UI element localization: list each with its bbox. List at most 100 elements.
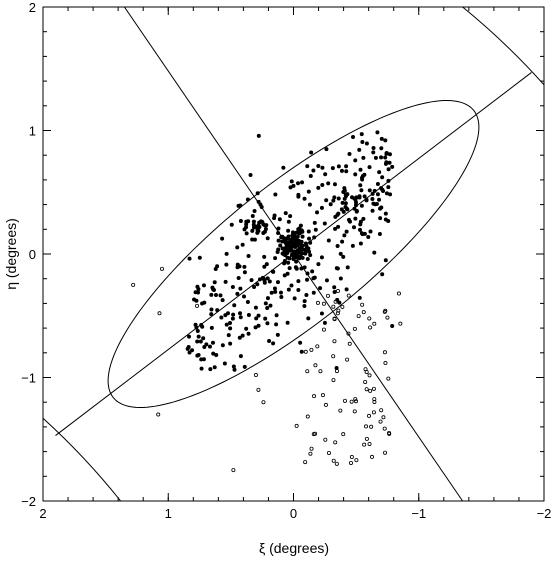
filled-point [304, 293, 309, 298]
open-point [331, 354, 336, 359]
open-point [331, 304, 336, 309]
y-tick-label: 1 [29, 124, 36, 139]
filled-point [209, 292, 214, 297]
open-point [372, 399, 377, 404]
open-point [354, 458, 359, 463]
open-point [303, 349, 308, 354]
filled-point [335, 212, 340, 217]
open-point [360, 302, 365, 307]
open-point [367, 441, 372, 446]
open-point [332, 316, 337, 321]
filled-point [328, 202, 333, 207]
filled-point [278, 290, 283, 295]
filled-point [344, 229, 349, 234]
filled-point [370, 191, 375, 196]
filled-point [311, 290, 316, 295]
open-point [364, 436, 369, 441]
filled-point [209, 325, 214, 330]
filled-point [340, 239, 345, 244]
filled-point [209, 307, 214, 312]
open-point [347, 341, 352, 346]
filled-point [237, 335, 242, 340]
filled-point [245, 197, 250, 202]
open-point [367, 316, 372, 321]
filled-point [286, 260, 291, 265]
filled-point [362, 231, 367, 236]
filled-point [306, 189, 311, 194]
filled-point [359, 203, 364, 208]
filled-point [364, 198, 369, 203]
filled-point [388, 192, 393, 197]
filled-point [263, 301, 268, 306]
filled-point [370, 208, 375, 213]
filled-point [383, 258, 388, 263]
filled-point [358, 227, 363, 232]
filled-point [360, 174, 365, 179]
filled-point [359, 231, 364, 236]
filled-point [345, 265, 350, 270]
filled-point [358, 183, 363, 188]
filled-point [242, 364, 247, 369]
filled-point [250, 237, 255, 242]
filled-point [326, 181, 331, 186]
filled-point [366, 234, 371, 239]
filled-point [297, 226, 302, 231]
filled-point [238, 219, 243, 224]
filled-point [375, 130, 380, 135]
x-tick-label: −1 [411, 506, 426, 521]
filled-point [380, 187, 385, 192]
filled-point [289, 243, 294, 248]
filled-point [238, 315, 243, 320]
open-point [256, 387, 261, 392]
filled-point [370, 197, 375, 202]
filled-point [286, 228, 291, 233]
filled-point [379, 146, 384, 151]
filled-point [273, 289, 278, 294]
filled-point [322, 320, 327, 325]
filled-point [293, 255, 298, 260]
open-point [383, 361, 388, 366]
filled-point [265, 296, 270, 301]
filled-point [251, 219, 256, 224]
filled-point [235, 291, 240, 296]
ellipse [107, 99, 480, 409]
filled-point [260, 220, 265, 225]
open-point [231, 468, 236, 473]
outer-curve [462, 6, 545, 86]
filled-point [298, 340, 303, 345]
filled-point [264, 262, 269, 267]
filled-point [226, 333, 231, 338]
open-point [294, 423, 299, 428]
open-point [362, 442, 367, 447]
open-point [261, 400, 266, 405]
open-point [367, 413, 372, 418]
open-point [340, 304, 345, 309]
filled-point [190, 348, 195, 353]
filled-point [187, 256, 192, 261]
y-tick-label: −1 [21, 371, 36, 386]
filled-point [196, 353, 201, 358]
open-point [342, 398, 347, 403]
open-point [385, 315, 390, 320]
filled-point [263, 227, 268, 232]
filled-point [274, 313, 279, 318]
filled-point [256, 199, 261, 204]
filled-point [240, 242, 245, 247]
filled-point [276, 226, 281, 231]
filled-point [265, 276, 270, 281]
filled-point [195, 339, 200, 344]
open-point [396, 291, 401, 296]
filled-point [295, 234, 300, 239]
filled-point [336, 224, 341, 229]
filled-point [198, 339, 203, 344]
open-point [318, 369, 323, 374]
filled-point [224, 262, 229, 267]
open-point [326, 450, 331, 455]
filled-point [273, 192, 278, 197]
filled-point [242, 270, 247, 275]
filled-point [302, 299, 307, 304]
open-point [312, 394, 317, 399]
open-point [305, 369, 310, 374]
filled-point [372, 250, 377, 255]
filled-point [383, 155, 388, 160]
